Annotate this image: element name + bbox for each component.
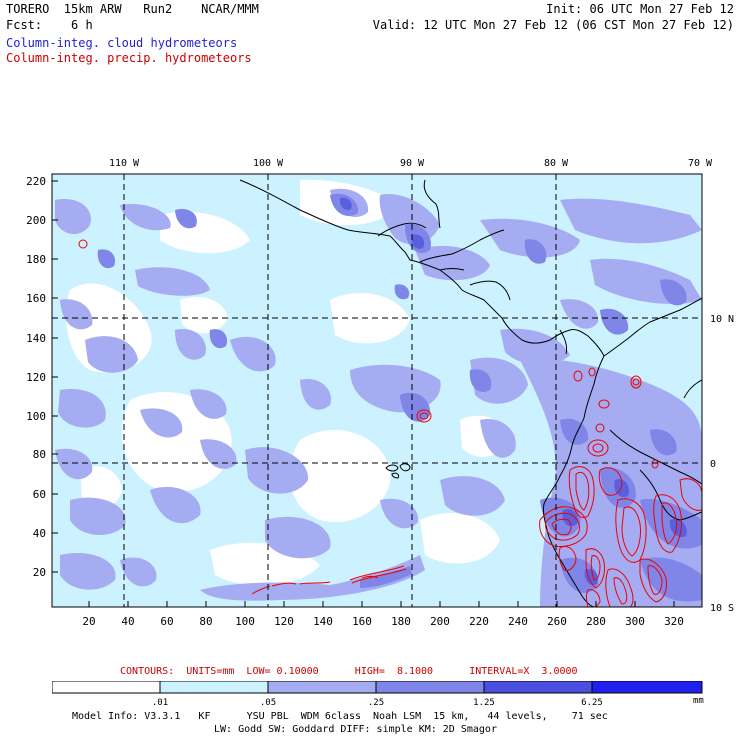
- y-tick-label: 220: [26, 175, 46, 188]
- colorbar-bin: [591, 681, 703, 694]
- x-tick-label: 40: [121, 615, 134, 628]
- lat-label-10s: 10 S: [710, 603, 734, 614]
- y-tick-label: 80: [33, 448, 46, 461]
- y-tick-label: 120: [26, 371, 46, 384]
- lat-label-0: 0: [710, 459, 716, 470]
- lon-label-110w: 110 W: [109, 158, 140, 169]
- colorbar: .01 .05 .25 1.25 6.25: [52, 681, 703, 708]
- model-info-line2: LW: Godd SW: Goddard DIFF: simple KM: 2D…: [214, 724, 497, 735]
- lon-label-70w: 70 W: [688, 158, 713, 169]
- bottom-tick-marks: [88, 601, 675, 607]
- colorbar-bin: [52, 681, 161, 694]
- y-tick-label: 60: [33, 488, 46, 501]
- y-tick-label: 160: [26, 292, 46, 305]
- colorbar-label: .05: [260, 698, 276, 708]
- lon-label-80w: 80 W: [544, 158, 569, 169]
- model-info-line1: Model Info: V3.3.1 KF YSU PBL WDM 6class…: [72, 711, 608, 722]
- valid-time: Valid: 12 UTC Mon 27 Feb 12 (06 CST Mon …: [372, 18, 734, 32]
- colorbar-unit: mm: [693, 696, 704, 706]
- colorbar-bin: [375, 681, 485, 694]
- precip-contours: [78, 239, 702, 607]
- colorbar-bin: [483, 681, 593, 694]
- legend-cloud-hydrometeors: Column-integ. cloud hydrometeors: [6, 36, 238, 50]
- x-tick-label: 80: [199, 615, 212, 628]
- y-tick-label: 100: [26, 410, 46, 423]
- colorbar-label: 6.25: [581, 698, 603, 708]
- x-tick-label: 200: [430, 615, 450, 628]
- colorbar-label: 1.25: [473, 698, 495, 708]
- x-tick-label: 140: [313, 615, 333, 628]
- lat-label-10n: 10 N: [710, 314, 734, 325]
- x-tick-label: 160: [352, 615, 372, 628]
- x-tick-label: 20: [82, 615, 95, 628]
- colorbar-bin: [267, 681, 377, 694]
- y-tick-label: 180: [26, 253, 46, 266]
- lon-label-90w: 90 W: [400, 158, 425, 169]
- y-tick-label: 140: [26, 332, 46, 345]
- x-tick-label: 280: [586, 615, 606, 628]
- y-tick-label: 200: [26, 214, 46, 227]
- forecast-hour: Fcst: 6 h: [6, 18, 93, 32]
- colorbar-bin: [159, 681, 269, 694]
- y-tick-label: 40: [33, 527, 46, 540]
- x-tick-label: 120: [274, 615, 294, 628]
- cloud-shading: [52, 174, 702, 607]
- y-tick-label: 20: [33, 566, 46, 579]
- x-tick-label: 240: [508, 615, 528, 628]
- legend-precip-hydrometeors: Column-integ. precip. hydrometeors: [6, 51, 252, 65]
- x-tick-label: 320: [664, 615, 684, 628]
- colorbar-label: .01: [152, 698, 168, 708]
- colorbar-label: .25: [368, 698, 384, 708]
- forecast-map: 110 W 100 W 90 W 80 W 70 W 10 N 0 10 S 2…: [26, 158, 734, 628]
- latlon-grid: [52, 174, 702, 607]
- map-frame: [51, 173, 703, 608]
- x-tick-label: 100: [235, 615, 255, 628]
- run-title: TORERO 15km ARW Run2 NCAR/MMM: [6, 2, 259, 16]
- x-tick-label: 180: [391, 615, 411, 628]
- coastlines: [239, 179, 702, 607]
- left-tick-marks: [52, 180, 58, 573]
- x-tick-label: 60: [160, 615, 173, 628]
- lon-label-100w: 100 W: [253, 158, 284, 169]
- contour-info: CONTOURS: UNITS=mm LOW= 0.10000 HIGH= 8.…: [120, 666, 578, 677]
- x-tick-label: 220: [469, 615, 489, 628]
- init-time: Init: 06 UTC Mon 27 Feb 12: [546, 2, 734, 16]
- x-tick-label: 300: [625, 615, 645, 628]
- x-tick-label: 260: [547, 615, 567, 628]
